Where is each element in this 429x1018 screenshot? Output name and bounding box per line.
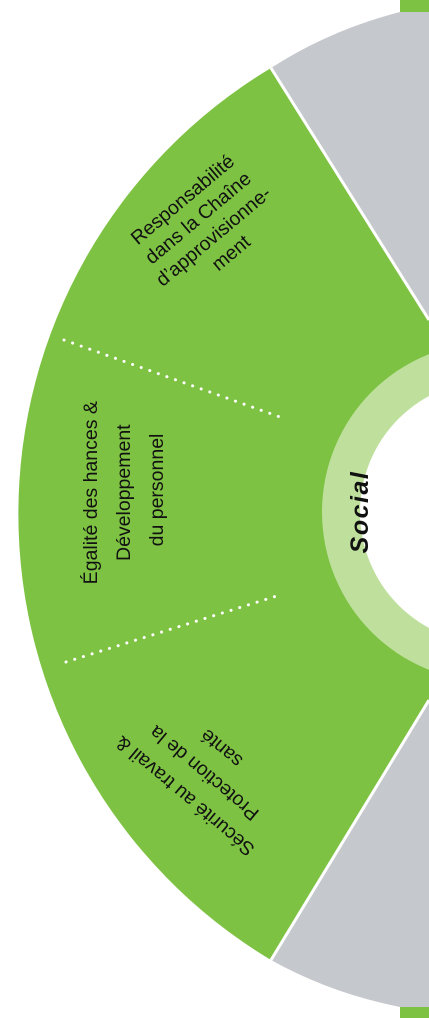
- center-label: Social: [346, 471, 374, 554]
- green-sliver-bottom: [400, 1007, 429, 1018]
- equality-line-3: du personnel: [146, 434, 168, 547]
- green-sliver-top: [400, 0, 429, 12]
- equality-line-1: Égalité des hances &: [79, 401, 102, 584]
- equality-line-2: Développement: [113, 424, 135, 561]
